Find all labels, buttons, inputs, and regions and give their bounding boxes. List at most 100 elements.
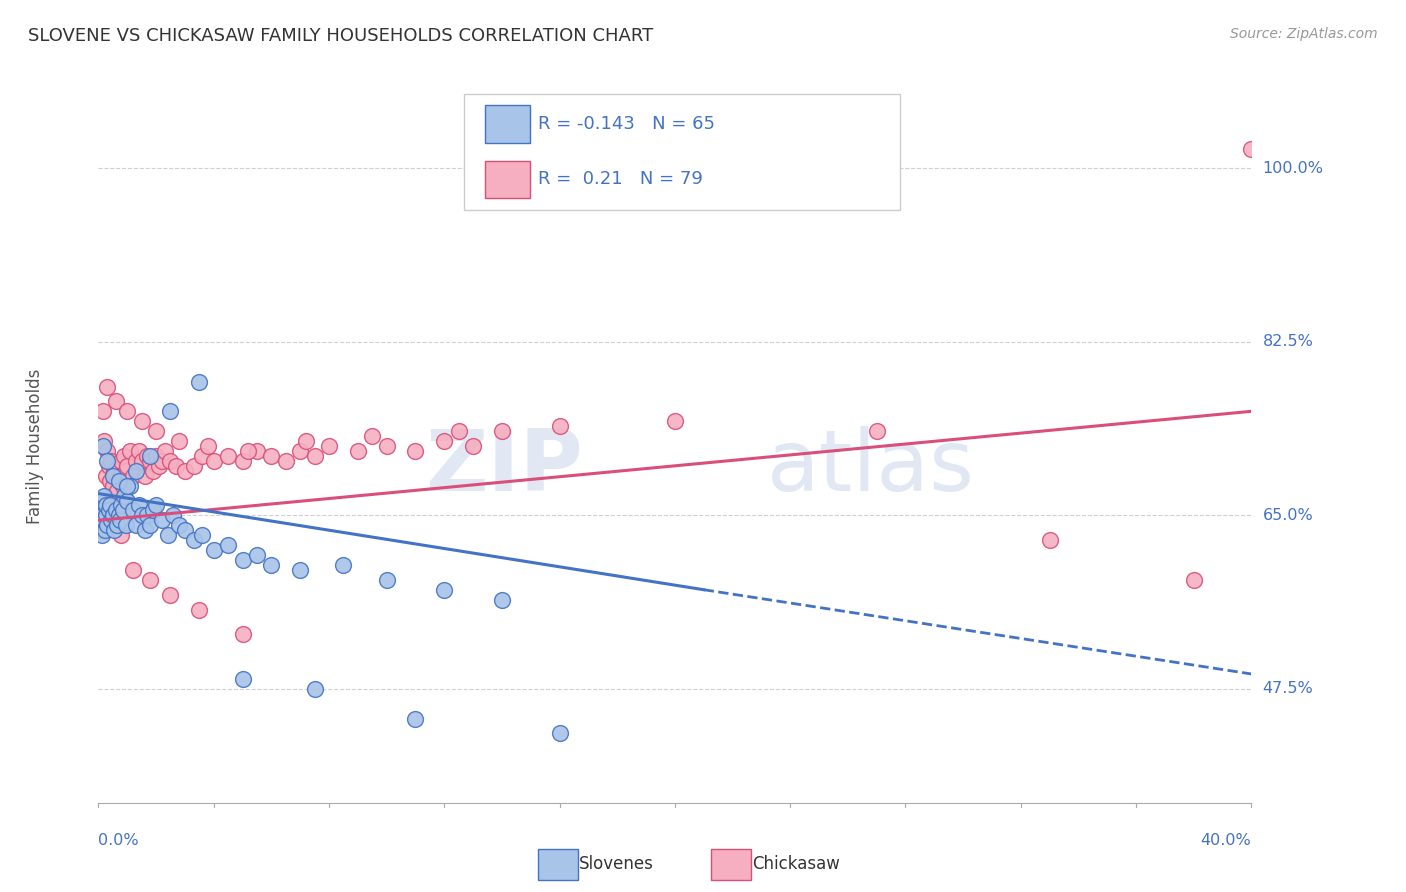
- Point: [139, 518, 162, 533]
- Point: [461, 439, 484, 453]
- Text: Source: ZipAtlas.com: Source: ZipAtlas.com: [1230, 27, 1378, 41]
- Point: [433, 434, 456, 448]
- Point: [548, 419, 571, 434]
- Point: [191, 528, 214, 542]
- Point: [125, 454, 148, 468]
- Point: [90, 523, 112, 537]
- Point: [117, 493, 138, 508]
- Point: [117, 478, 138, 492]
- Text: R = -0.143   N = 65: R = -0.143 N = 65: [538, 115, 716, 133]
- Point: [104, 394, 127, 409]
- Point: [107, 499, 129, 513]
- Point: [332, 558, 354, 572]
- Point: [290, 444, 312, 458]
- Point: [97, 503, 120, 517]
- Point: [90, 528, 112, 542]
- Point: [105, 518, 128, 533]
- Point: [122, 468, 145, 483]
- Point: [110, 528, 132, 542]
- Point: [101, 468, 124, 483]
- Point: [865, 424, 889, 438]
- Point: [145, 424, 167, 438]
- Point: [150, 454, 173, 468]
- Text: 47.5%: 47.5%: [1263, 681, 1313, 697]
- Point: [188, 602, 211, 616]
- Text: SLOVENE VS CHICKASAW FAMILY HOUSEHOLDS CORRELATION CHART: SLOVENE VS CHICKASAW FAMILY HOUSEHOLDS C…: [28, 27, 654, 45]
- Point: [165, 458, 187, 473]
- Point: [117, 404, 138, 418]
- Point: [107, 508, 129, 523]
- Point: [142, 503, 165, 517]
- Point: [139, 454, 162, 468]
- Point: [114, 464, 136, 478]
- Point: [346, 444, 368, 458]
- Point: [91, 439, 114, 453]
- Text: 0.0%: 0.0%: [98, 833, 139, 848]
- Point: [104, 503, 127, 517]
- Point: [153, 444, 176, 458]
- Point: [103, 523, 125, 537]
- Point: [202, 454, 225, 468]
- Point: [197, 439, 219, 453]
- Point: [91, 404, 114, 418]
- Point: [150, 513, 173, 527]
- Point: [104, 503, 127, 517]
- Point: [131, 454, 153, 468]
- Point: [128, 444, 150, 458]
- Point: [97, 458, 120, 473]
- Text: atlas: atlas: [768, 425, 976, 509]
- Point: [159, 588, 181, 602]
- Point: [260, 558, 283, 572]
- Point: [260, 449, 283, 463]
- Point: [93, 499, 115, 513]
- Point: [89, 503, 111, 517]
- Point: [136, 449, 159, 463]
- Point: [375, 439, 398, 453]
- Point: [125, 518, 148, 533]
- Point: [98, 499, 121, 513]
- Point: [167, 518, 190, 533]
- Point: [96, 444, 118, 458]
- Point: [183, 458, 205, 473]
- Text: Slovenes: Slovenes: [579, 855, 654, 873]
- Point: [90, 518, 112, 533]
- Point: [238, 444, 260, 458]
- Point: [108, 468, 131, 483]
- Point: [318, 439, 340, 453]
- Point: [217, 449, 239, 463]
- Point: [90, 518, 112, 533]
- Point: [107, 474, 129, 488]
- Point: [93, 434, 115, 448]
- Point: [405, 712, 427, 726]
- Text: Chickasaw: Chickasaw: [752, 855, 841, 873]
- Point: [136, 508, 159, 523]
- Point: [246, 548, 269, 562]
- Text: 82.5%: 82.5%: [1263, 334, 1313, 350]
- Point: [191, 449, 214, 463]
- Point: [139, 573, 162, 587]
- Text: ZIP: ZIP: [425, 425, 582, 509]
- Point: [405, 444, 427, 458]
- Point: [162, 508, 184, 523]
- Point: [101, 478, 124, 492]
- Text: 40.0%: 40.0%: [1201, 833, 1251, 848]
- Point: [139, 449, 162, 463]
- Point: [94, 523, 117, 537]
- Point: [231, 627, 254, 641]
- Point: [304, 449, 326, 463]
- Point: [120, 478, 142, 492]
- Point: [145, 499, 167, 513]
- Point: [174, 523, 197, 537]
- Point: [122, 563, 145, 577]
- Point: [295, 434, 318, 448]
- Point: [100, 454, 122, 468]
- Point: [110, 454, 132, 468]
- Point: [112, 449, 135, 463]
- Point: [90, 499, 112, 513]
- Point: [111, 503, 134, 517]
- Point: [120, 444, 142, 458]
- Point: [491, 592, 513, 607]
- Point: [375, 573, 398, 587]
- Point: [231, 553, 254, 567]
- Point: [664, 414, 686, 428]
